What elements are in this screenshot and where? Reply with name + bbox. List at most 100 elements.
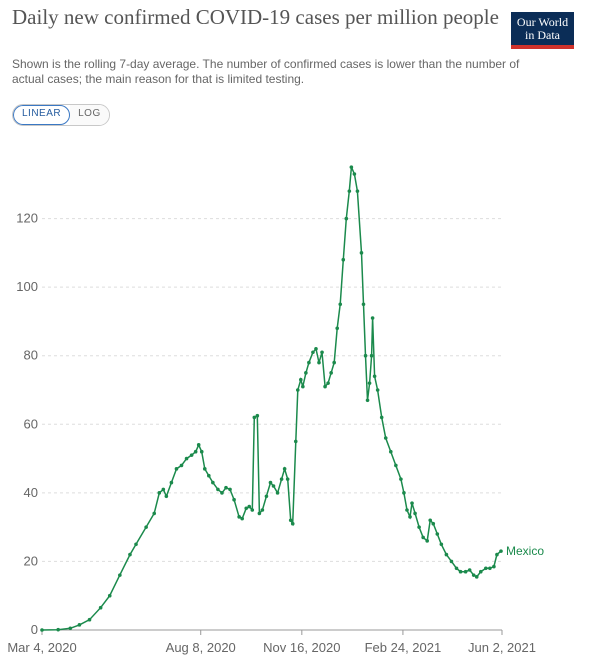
data-point xyxy=(240,516,244,521)
data-point xyxy=(428,518,433,523)
data-point xyxy=(68,626,73,631)
data-point xyxy=(87,617,92,622)
logo-line-1: Our World xyxy=(516,15,569,29)
data-point xyxy=(288,518,293,523)
series-line xyxy=(41,166,502,631)
x-tick-label: Feb 24, 2021 xyxy=(365,640,442,655)
data-point xyxy=(458,569,463,574)
data-point xyxy=(495,552,499,557)
linear-scale-button[interactable]: LINEAR xyxy=(13,105,71,125)
data-point xyxy=(417,525,421,529)
data-point xyxy=(77,623,82,627)
x-tick-label: Nov 16, 2020 xyxy=(263,640,340,655)
data-point xyxy=(463,569,468,574)
data-point xyxy=(279,477,284,481)
data-point xyxy=(247,504,252,509)
data-point xyxy=(425,539,429,543)
data-point xyxy=(372,374,377,379)
data-point xyxy=(282,467,287,471)
y-tick-label: 60 xyxy=(24,416,38,431)
data-point xyxy=(361,302,366,307)
data-point xyxy=(285,477,290,481)
data-point xyxy=(299,377,303,382)
data-point xyxy=(189,453,194,457)
x-tick-label: Aug 8, 2020 xyxy=(166,640,236,655)
data-point xyxy=(152,511,157,516)
data-point xyxy=(301,384,305,389)
data-point xyxy=(349,165,354,169)
data-point xyxy=(410,501,414,505)
data-point xyxy=(439,542,444,547)
y-tick-label: 20 xyxy=(24,553,38,568)
data-point xyxy=(157,491,162,495)
data-point xyxy=(161,487,166,492)
data-point xyxy=(307,360,311,365)
data-point xyxy=(128,552,132,557)
data-point xyxy=(237,515,241,519)
data-point xyxy=(250,508,255,512)
data-point xyxy=(399,477,403,481)
data-point xyxy=(207,473,211,478)
data-point xyxy=(383,436,388,440)
chart-title: Daily new confirmed COVID-19 cases per m… xyxy=(12,5,499,29)
data-point xyxy=(326,381,330,385)
data-point xyxy=(355,189,360,193)
data-point xyxy=(220,491,224,495)
data-point xyxy=(431,521,436,526)
data-point xyxy=(169,480,174,485)
data-point xyxy=(314,347,318,351)
data-point xyxy=(499,549,503,553)
data-point xyxy=(260,508,265,512)
data-point xyxy=(295,388,300,392)
data-point xyxy=(179,463,184,468)
owid-logo[interactable]: Our World in Data xyxy=(511,12,574,49)
data-point xyxy=(338,302,343,307)
data-point xyxy=(107,593,112,598)
log-scale-button[interactable]: LOG xyxy=(70,105,109,125)
data-point xyxy=(467,568,472,572)
data-point xyxy=(275,491,280,495)
data-point xyxy=(40,628,44,632)
data-point xyxy=(98,605,103,610)
data-point xyxy=(359,251,364,255)
data-point xyxy=(471,573,476,577)
data-point xyxy=(369,353,374,358)
data-point xyxy=(118,573,122,577)
data-point xyxy=(317,360,321,365)
data-point xyxy=(323,384,327,389)
data-point xyxy=(329,371,333,375)
data-point xyxy=(335,326,340,331)
data-point xyxy=(449,559,454,564)
data-point xyxy=(144,525,148,529)
chart-subtitle: Shown is the rolling 7-day average. The … xyxy=(12,57,520,86)
data-point xyxy=(290,521,295,526)
data-point xyxy=(56,627,60,632)
data-point xyxy=(379,415,384,420)
data-point xyxy=(211,480,215,485)
data-point xyxy=(352,172,357,176)
data-point xyxy=(363,353,368,358)
data-point xyxy=(193,449,198,454)
data-point xyxy=(228,487,232,492)
data-point xyxy=(444,552,449,557)
data-point xyxy=(264,494,269,499)
data-point xyxy=(474,575,479,579)
data-point xyxy=(332,360,336,365)
x-tick-label: Mar 4, 2020 xyxy=(7,640,76,655)
data-point xyxy=(421,535,425,540)
data-point xyxy=(478,569,483,574)
scale-toggle: LINEAR LOG xyxy=(12,104,110,126)
data-point xyxy=(367,381,372,385)
data-point xyxy=(402,491,406,495)
data-point xyxy=(293,439,298,444)
y-tick-label: 40 xyxy=(24,485,38,500)
data-point xyxy=(488,566,492,571)
data-point xyxy=(268,480,273,485)
data-point xyxy=(311,350,315,355)
data-point xyxy=(216,487,220,492)
y-tick-label: 120 xyxy=(16,211,38,226)
data-point xyxy=(388,449,393,454)
data-point xyxy=(341,257,346,262)
data-point xyxy=(271,484,276,488)
data-point xyxy=(257,511,262,516)
